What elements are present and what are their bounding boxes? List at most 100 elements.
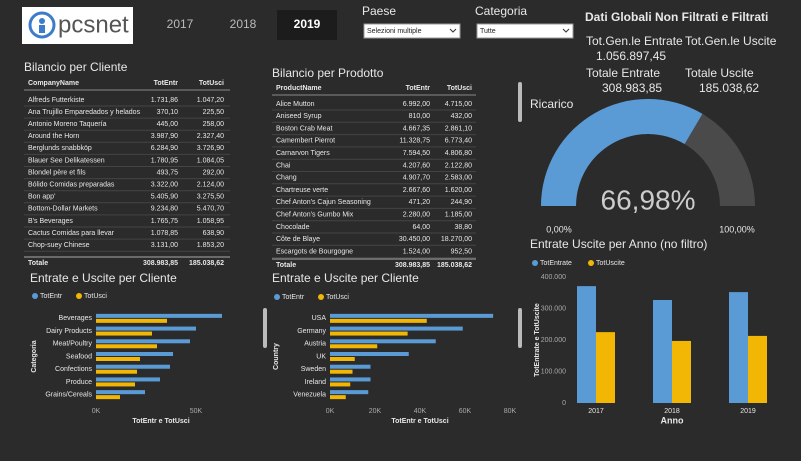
- table-cell: 2.280,00: [403, 212, 430, 219]
- kpi-label: Tot.Gen.le Uscite: [685, 34, 777, 48]
- table-cell: 292,00: [203, 169, 225, 176]
- y-tick-label: Ireland: [305, 379, 327, 386]
- table-cell: Berglunds snabbköp: [28, 145, 92, 152]
- bar: [330, 326, 463, 331]
- table-cell: Boston Crab Meat: [276, 125, 332, 132]
- year-button[interactable]: 2019: [294, 17, 321, 31]
- table-cell: Around the Horn: [28, 133, 79, 140]
- table-cell: Côte de Blaye: [276, 236, 320, 243]
- y-tick-label: 400.000: [541, 274, 566, 281]
- table-cell: 5.405,90: [151, 194, 178, 201]
- table-cell: 258,00: [203, 121, 225, 128]
- bar: [96, 369, 137, 374]
- table-cell: 1.853,20: [197, 242, 224, 249]
- table-cell: 1.185,00: [445, 212, 472, 219]
- column-header: CompanyName: [28, 80, 79, 87]
- table-cell: Chop-suey Chinese: [28, 242, 90, 249]
- table-cell: Escargots de Bourgogne: [276, 248, 353, 255]
- table-cell: 4.907,70: [403, 175, 430, 182]
- y-tick-label: Germany: [297, 328, 326, 335]
- column-header: ProductName: [276, 85, 322, 92]
- table-cell: Bottom-Dollar Markets: [28, 206, 98, 213]
- filter-dropdown[interactable]: [363, 23, 461, 39]
- table-cell: Bon app': [28, 194, 55, 201]
- dropdown-chevron: [449, 28, 457, 33]
- total-cell: 308.983,85: [143, 260, 178, 267]
- table-cell: 2.122,80: [445, 162, 472, 169]
- table-cell: 1.058,95: [197, 218, 224, 225]
- column-header: TotUsci: [199, 80, 224, 87]
- bar: [330, 382, 351, 387]
- bar: [330, 369, 353, 374]
- y-tick-label: 200.000: [541, 337, 566, 344]
- y-tick-label: 100.000: [541, 368, 566, 375]
- bar: [672, 340, 691, 403]
- bar: [330, 357, 355, 361]
- y-tick-label: USA: [312, 315, 327, 322]
- table-cell: 1.078,85: [151, 230, 178, 237]
- y-tick-label: Beverages: [59, 315, 93, 322]
- total-cell: 308.983,85: [395, 262, 430, 269]
- table-cell: 2.861,10: [445, 125, 472, 132]
- total-cell: Totale: [276, 262, 296, 269]
- table-cell: 18.270,00: [441, 236, 472, 243]
- table-cell: 6.773,40: [445, 138, 472, 145]
- logo-icon-head: [39, 18, 45, 24]
- table-cell: 30.450,00: [399, 236, 430, 243]
- table-cell: Carnarvon Tigers: [276, 150, 330, 157]
- x-tick-label: 2017: [588, 408, 604, 415]
- table-cell: Alfreds Futterkiste: [28, 97, 85, 104]
- legend-label: TotUsci: [326, 294, 349, 301]
- bar: [748, 335, 767, 403]
- legend-swatch: [274, 294, 280, 300]
- table-cell: Alice Mutton: [276, 101, 315, 108]
- table-cell: 244,90: [451, 199, 473, 206]
- bar: [330, 331, 408, 336]
- table-title: Bilancio per Cliente: [24, 60, 128, 74]
- bar: [330, 339, 436, 344]
- year-button[interactable]: 2018: [230, 17, 257, 31]
- table-cell: 445,00: [157, 121, 179, 128]
- bar: [330, 313, 494, 318]
- bar: [96, 339, 190, 344]
- kpi-value: 308.983,85: [602, 81, 662, 95]
- table-cell: Antonio Moreno Taquería: [28, 121, 107, 128]
- table-cell: 370,10: [157, 109, 179, 116]
- gauge-value-label: 66,98%: [601, 184, 696, 215]
- bar: [96, 318, 167, 323]
- table-cell: Aniseed Syrup: [276, 113, 322, 120]
- chart-title: Entrate Uscite per Anno (no filtro): [530, 237, 707, 251]
- table-cell: Ana Trujillo Emparedados y helados: [28, 109, 141, 116]
- y-tick-label: Sweden: [301, 366, 326, 373]
- y-axis-label: Categoria: [31, 340, 38, 372]
- table-cell: 2.667,60: [403, 187, 430, 194]
- legend-swatch: [318, 294, 324, 300]
- bar: [330, 344, 378, 349]
- filter-dropdown[interactable]: [476, 23, 574, 39]
- year-button[interactable]: 2017: [167, 17, 194, 31]
- table-cell: 2.583,00: [445, 175, 472, 182]
- y-tick-label: Meat/Poultry: [53, 341, 93, 348]
- table-title: Bilancio per Prodotto: [272, 66, 384, 80]
- table-cell: 7.594,50: [403, 150, 430, 157]
- kpi-label: Totale Uscite: [685, 66, 754, 80]
- table-cell: 3.987,90: [151, 133, 178, 140]
- y-axis-label: Country: [273, 343, 280, 370]
- kpi-value: 1.056.897,45: [596, 49, 666, 63]
- logo-text: pcsnet: [58, 11, 129, 38]
- table-cell: Chartreuse verte: [276, 187, 328, 194]
- legend-swatch: [32, 293, 38, 299]
- scrollbar: [518, 82, 522, 122]
- table-cell: 5.470,70: [197, 206, 224, 213]
- bar: [96, 382, 135, 387]
- table-cell: 38,80: [454, 224, 472, 231]
- bar: [330, 364, 371, 369]
- bar: [596, 332, 615, 403]
- bar: [577, 286, 596, 403]
- gauge-tick-label: 0,00%: [546, 224, 572, 234]
- logo-icon-body: [39, 25, 45, 33]
- x-tick-label: 50K: [190, 408, 203, 415]
- chart-title: Ricarico: [530, 97, 574, 111]
- chart-title: Entrate e Uscite per Cliente: [272, 271, 419, 285]
